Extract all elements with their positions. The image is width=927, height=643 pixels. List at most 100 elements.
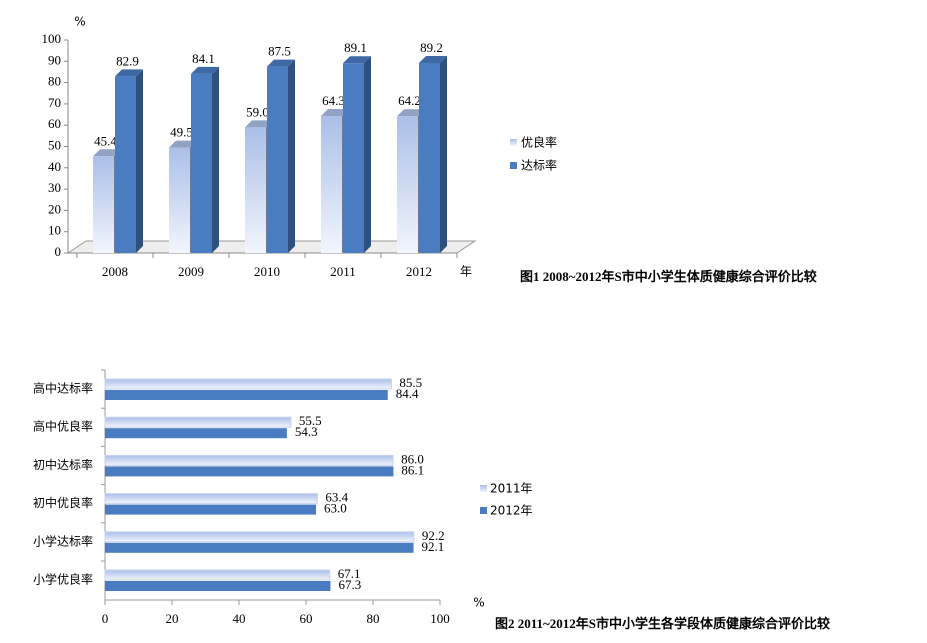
bar-top [245,120,273,128]
x-tick-label: 2010 [254,264,280,279]
bar-side [136,69,143,253]
y-tick-label: 初中优良率 [33,495,93,510]
x-tick-label: 2009 [178,264,204,279]
bar [105,542,414,553]
x-tick-label: 2008 [102,264,128,279]
value-label: 92.2 [422,528,445,543]
y-tick-label: 初中达标率 [33,457,93,472]
value-label: 55.5 [299,413,322,428]
x-tick-label: 60 [300,611,313,626]
value-label: 54.3 [295,424,318,439]
bar [105,504,317,515]
bar [397,116,418,253]
value-label: 89.1 [344,40,367,55]
legend-label: 2011年 [490,482,533,496]
bar [104,531,415,543]
value-label: 89.2 [420,40,443,55]
legend-swatch [510,162,517,169]
value-label: 63.0 [324,501,347,516]
value-label: 84.1 [192,51,215,66]
bar-top [169,140,197,148]
y-tick-label: 40 [48,159,61,174]
legend-swatch [480,507,487,514]
x-tick-label: 2012 [406,264,432,279]
value-label: 92.1 [422,539,445,554]
legend-swatch [480,485,487,492]
y-tick-label: 高中达标率 [33,381,93,396]
x-tick-label: 100 [430,611,450,626]
bar-top [343,56,371,64]
x-axis-unit: % [473,596,484,610]
x-tick-label: 2011 [330,264,356,279]
legend-label: 达标率 [521,158,557,173]
bar [104,493,318,505]
x-tick-label: 20 [166,611,179,626]
bar [105,390,388,400]
chart-title: 图2 2011~2012年S市中小学生各学段体质健康综合评价比较 [495,616,830,631]
legend-label: 优良率 [521,135,557,150]
value-label: 64.2 [398,93,421,108]
legend-label: 2012年 [490,504,533,518]
bar [93,156,114,253]
value-label: 67.3 [338,577,361,592]
bar [105,581,331,591]
value-label: 85.5 [399,375,422,390]
bar [115,76,136,253]
chart-title: 图1 2008~2012年S市中小学生体质健康综合评价比较 [520,269,817,284]
value-label: 84.4 [396,386,419,401]
y-axis-unit: % [74,15,85,29]
bar [419,63,440,254]
bar-side [212,66,219,253]
y-tick-label: 高中优良率 [33,419,93,434]
x-axis-unit: 年 [460,265,472,279]
bar [105,466,394,477]
x-tick-label: 0 [102,611,109,626]
bar [105,428,287,439]
value-label: 82.9 [116,53,139,68]
y-tick-label: 小学优良率 [33,572,93,587]
y-tick-label: 90 [48,52,61,67]
bar [343,63,364,254]
value-label: 64.3 [322,93,345,108]
y-tick-label: 50 [48,137,61,152]
legend-swatch [510,139,517,146]
bar [104,378,392,390]
bar [245,127,266,253]
bar-top [419,56,447,64]
bar-side [440,56,447,254]
bar [104,416,292,428]
bar-side [288,59,295,253]
x-tick-label: 40 [233,611,246,626]
y-tick-label: 30 [48,180,61,195]
bar-top [397,109,425,117]
value-label: 87.5 [268,44,291,59]
value-label: 63.4 [325,490,348,505]
value-label: 45.4 [94,133,117,148]
bar [267,66,288,253]
y-tick-label: 20 [48,201,61,216]
y-tick-label: 0 [55,244,62,259]
bar-top [321,109,349,117]
bar-top [115,69,143,77]
value-label: 67.1 [338,566,361,581]
y-tick-label: 80 [48,74,61,89]
bar [191,73,212,253]
y-tick-label: 100 [42,31,62,46]
bar-top [93,149,121,157]
bar [104,569,331,581]
y-tick-label: 70 [48,95,61,110]
bar-top [191,66,219,74]
value-label: 59.0 [246,104,269,119]
bar-side [364,56,371,254]
y-tick-label: 10 [48,223,61,238]
value-label: 49.5 [170,125,193,140]
value-label: 86.1 [401,462,424,477]
value-label: 86.0 [401,451,424,466]
y-tick-label: 小学达标率 [33,533,93,548]
x-tick-label: 80 [367,611,380,626]
y-tick-label: 60 [48,116,61,131]
bar-top [267,59,295,67]
bar [321,116,342,253]
